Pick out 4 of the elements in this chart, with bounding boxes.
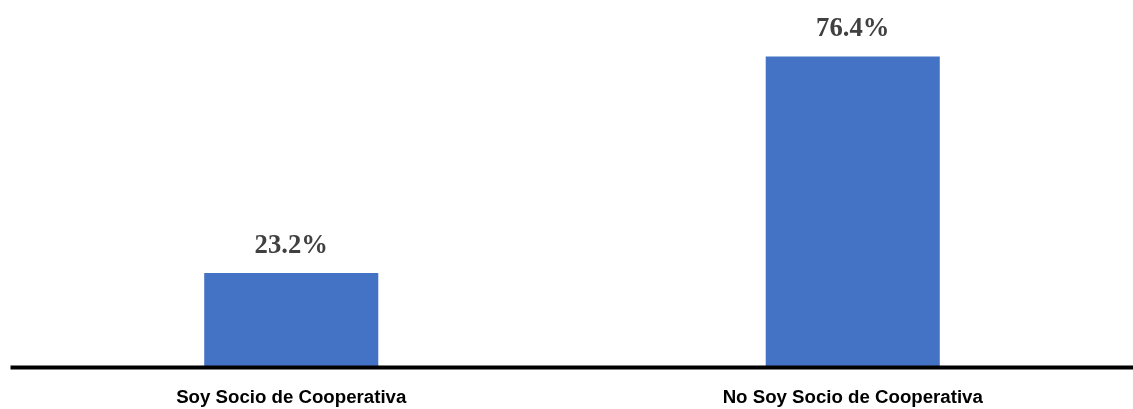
x-tick-label: No Soy Socio de Cooperativa	[722, 385, 984, 407]
x-tick-label: Soy Socio de Cooperativa	[176, 385, 407, 407]
data-label: 23.2%	[254, 229, 328, 260]
data-label: 76.4%	[816, 12, 890, 43]
